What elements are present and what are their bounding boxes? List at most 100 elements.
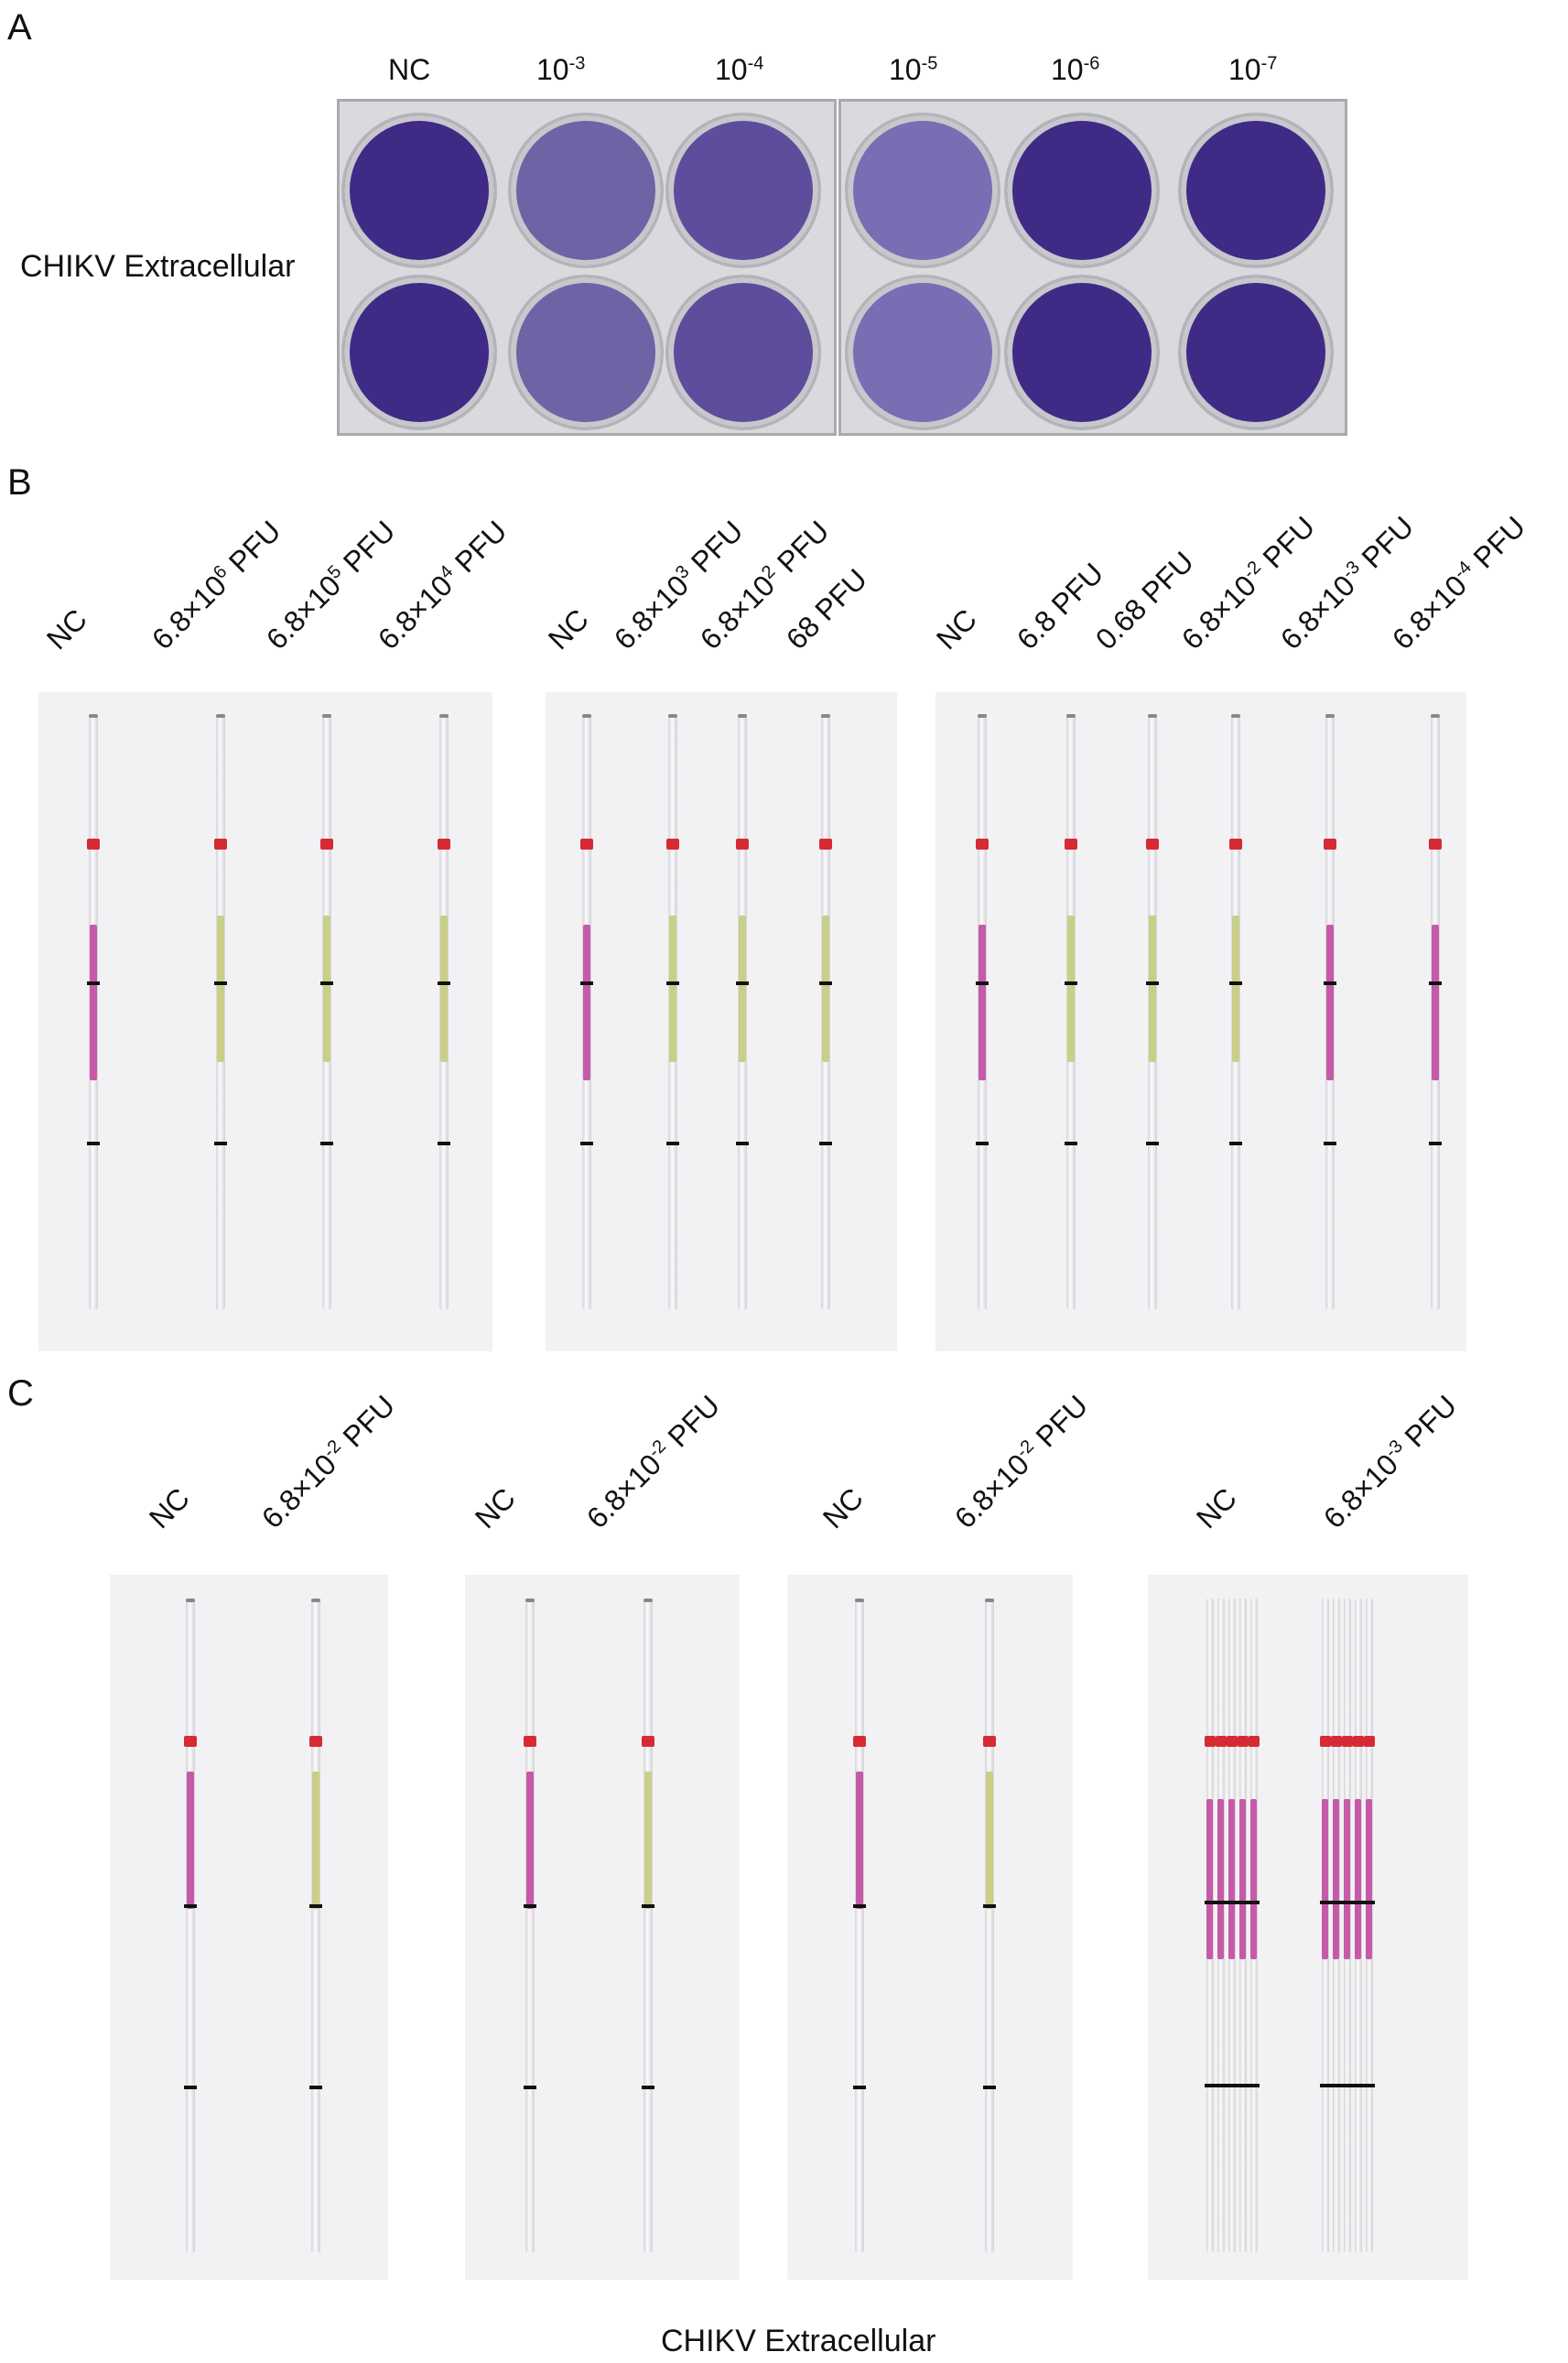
strip-test-line <box>1216 1901 1227 1904</box>
strip-sample-pad <box>1342 1736 1353 1747</box>
strip-control-line <box>524 2086 536 2089</box>
label-exponent: -7 <box>1260 53 1278 74</box>
strip-top-mark <box>1231 714 1240 718</box>
label-base: 10 <box>715 53 748 86</box>
strip-control-line <box>1364 2084 1375 2087</box>
strip-test-line <box>1227 1901 1238 1904</box>
panel-a-column-label: 10-7 <box>1228 53 1277 87</box>
label-base: NC <box>1189 1481 1243 1535</box>
label-base: 6.8×10 <box>947 1447 1036 1535</box>
strip-top-mark <box>738 714 747 718</box>
strip-test-line <box>1324 981 1336 985</box>
strip-test-line <box>1146 981 1159 985</box>
strip-reaction-zone <box>1355 1799 1361 1959</box>
strip-reaction-zone <box>986 1772 993 1909</box>
strip-control-line <box>1331 2084 1342 2087</box>
strip-control-line <box>976 1142 989 1145</box>
strip-control-line <box>438 1142 450 1145</box>
strip-control-line <box>309 2086 322 2089</box>
strip-reaction-zone <box>822 916 829 1062</box>
strip-reaction-zone <box>1344 1799 1350 1959</box>
test-strip <box>525 1599 535 2252</box>
strip-test-line <box>1320 1901 1331 1904</box>
label-base: 6.8×10 <box>1385 568 1474 656</box>
strip-control-line <box>1320 2084 1331 2087</box>
label-base: 10 <box>1228 53 1261 86</box>
culture-well <box>344 277 494 428</box>
strip-reaction-zone <box>526 1772 534 1909</box>
strip-reaction-zone <box>1217 1799 1224 1959</box>
culture-well <box>848 115 998 266</box>
label-base: 6.8×10 <box>254 1447 343 1535</box>
strip-top-mark <box>311 1599 320 1602</box>
panel-c-strip-label: 6.8×10-2 PFU <box>580 1389 727 1535</box>
strip-sample-pad <box>1353 1736 1364 1747</box>
strip-test-line <box>1429 981 1442 985</box>
test-strip <box>643 1599 653 2252</box>
strip-reaction-zone <box>217 916 224 1062</box>
strip-sample-pad <box>438 839 450 850</box>
strip-test-line <box>1238 1901 1249 1904</box>
strip-control-line <box>983 2086 996 2089</box>
strip-top-mark <box>525 1599 535 1602</box>
label-base: NC <box>929 602 983 656</box>
strip-control-line <box>1227 2084 1238 2087</box>
strip-test-line <box>1205 1901 1216 1904</box>
panel-b-card-1 <box>38 692 492 1351</box>
label-base: 6.8×10 <box>1316 1447 1405 1535</box>
strip-sample-pad <box>1146 839 1159 850</box>
strip-sample-pad <box>1065 839 1077 850</box>
panel-a-column-label: 10-5 <box>889 53 937 87</box>
culture-well <box>344 115 494 266</box>
strip-reaction-zone <box>1149 916 1156 1062</box>
panel-c-caption: CHIKV Extracellular <box>661 2324 936 2358</box>
strip-control-line <box>1146 1142 1159 1145</box>
strip-sample-pad <box>853 1736 866 1747</box>
culture-well <box>1181 277 1331 428</box>
strip-test-line <box>1331 1901 1342 1904</box>
strip-sample-pad <box>736 839 749 850</box>
label-base: 6.8×10 <box>1273 568 1362 656</box>
panel-c-card-2 <box>465 1575 740 2280</box>
strip-reaction-zone <box>1228 1799 1235 1959</box>
strip-sample-pad <box>819 839 832 850</box>
label-base: NC <box>468 1481 522 1535</box>
label-base: NC <box>39 602 93 656</box>
strip-reaction-zone <box>583 925 590 1080</box>
strip-sample-pad <box>87 839 100 850</box>
strip-control-line <box>642 2086 654 2089</box>
strip-reaction-zone <box>1067 916 1075 1062</box>
strip-sample-pad <box>1331 1736 1342 1747</box>
strip-sample-pad <box>1216 1736 1227 1747</box>
strip-sample-pad <box>1229 839 1242 850</box>
strip-sample-pad <box>1429 839 1442 850</box>
test-strip <box>985 1599 994 2252</box>
panel-c-card-1 <box>110 1575 388 2280</box>
label-base: 10 <box>536 53 569 86</box>
label-base: 6.8×10 <box>259 568 348 656</box>
panel-c-card-3 <box>787 1575 1073 2280</box>
strip-top-mark <box>668 714 677 718</box>
strip-test-line <box>642 1904 654 1908</box>
strip-control-line <box>736 1142 749 1145</box>
panel-b-letter: B <box>7 462 32 503</box>
strip-sample-pad <box>320 839 333 850</box>
strip-top-mark <box>1148 714 1157 718</box>
strip-control-line <box>214 1142 227 1145</box>
strip-control-line <box>87 1142 100 1145</box>
strip-test-line <box>1065 981 1077 985</box>
strip-reaction-zone <box>440 916 448 1062</box>
panel-b-strip-label: NC <box>542 602 596 656</box>
strip-reaction-zone <box>1432 925 1439 1080</box>
label-base: NC <box>816 1481 870 1535</box>
panel-c-card-4 <box>1148 1575 1468 2280</box>
strip-sample-pad <box>1249 1736 1260 1747</box>
strip-sample-pad <box>524 1736 536 1747</box>
strip-control-line <box>1205 2084 1216 2087</box>
strip-sample-pad <box>1227 1736 1238 1747</box>
strip-sample-pad <box>309 1736 322 1747</box>
strip-sample-pad <box>1238 1736 1249 1747</box>
culture-well <box>668 115 818 266</box>
label-base: 6.8×10 <box>607 568 696 656</box>
strip-sample-pad <box>214 839 227 850</box>
